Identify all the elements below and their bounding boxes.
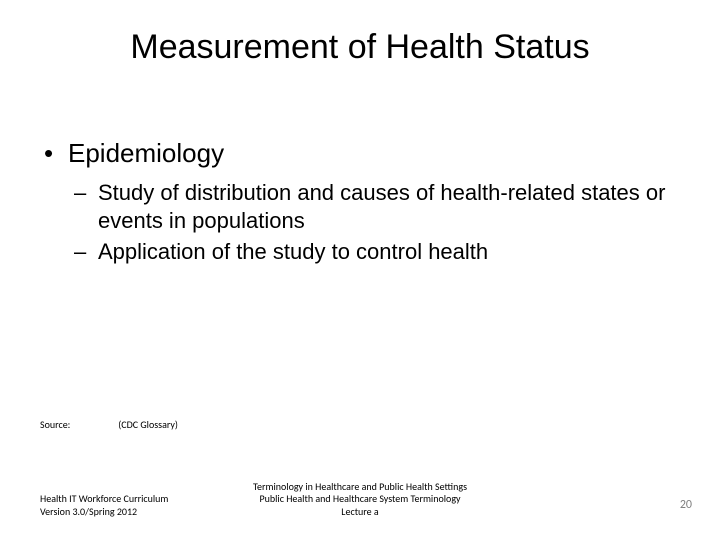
footer-center-line: Lecture a	[0, 506, 720, 519]
slide-footer: Health IT Workforce Curriculum Version 3…	[0, 478, 720, 518]
slide: Measurement of Health Status Epidemiolog…	[0, 0, 720, 540]
source-value: (CDC Glossary)	[118, 418, 178, 431]
slide-title: Measurement of Health Status	[0, 28, 720, 67]
bullet-lvl2: Study of distribution and causes of heal…	[68, 179, 680, 234]
slide-body: Epidemiology Study of distribution and c…	[40, 138, 680, 274]
source-citation: Source: (CDC Glossary)	[40, 418, 178, 431]
bullet-lvl1-text: Epidemiology	[68, 138, 224, 168]
page-number: 20	[680, 498, 692, 512]
bullet-lvl2: Application of the study to control heal…	[68, 238, 680, 266]
bullet-lvl1: Epidemiology Study of distribution and c…	[40, 138, 680, 266]
source-label: Source:	[40, 418, 116, 431]
footer-center: Terminology in Healthcare and Public Hea…	[0, 481, 720, 519]
footer-center-line: Public Health and Healthcare System Term…	[0, 493, 720, 506]
